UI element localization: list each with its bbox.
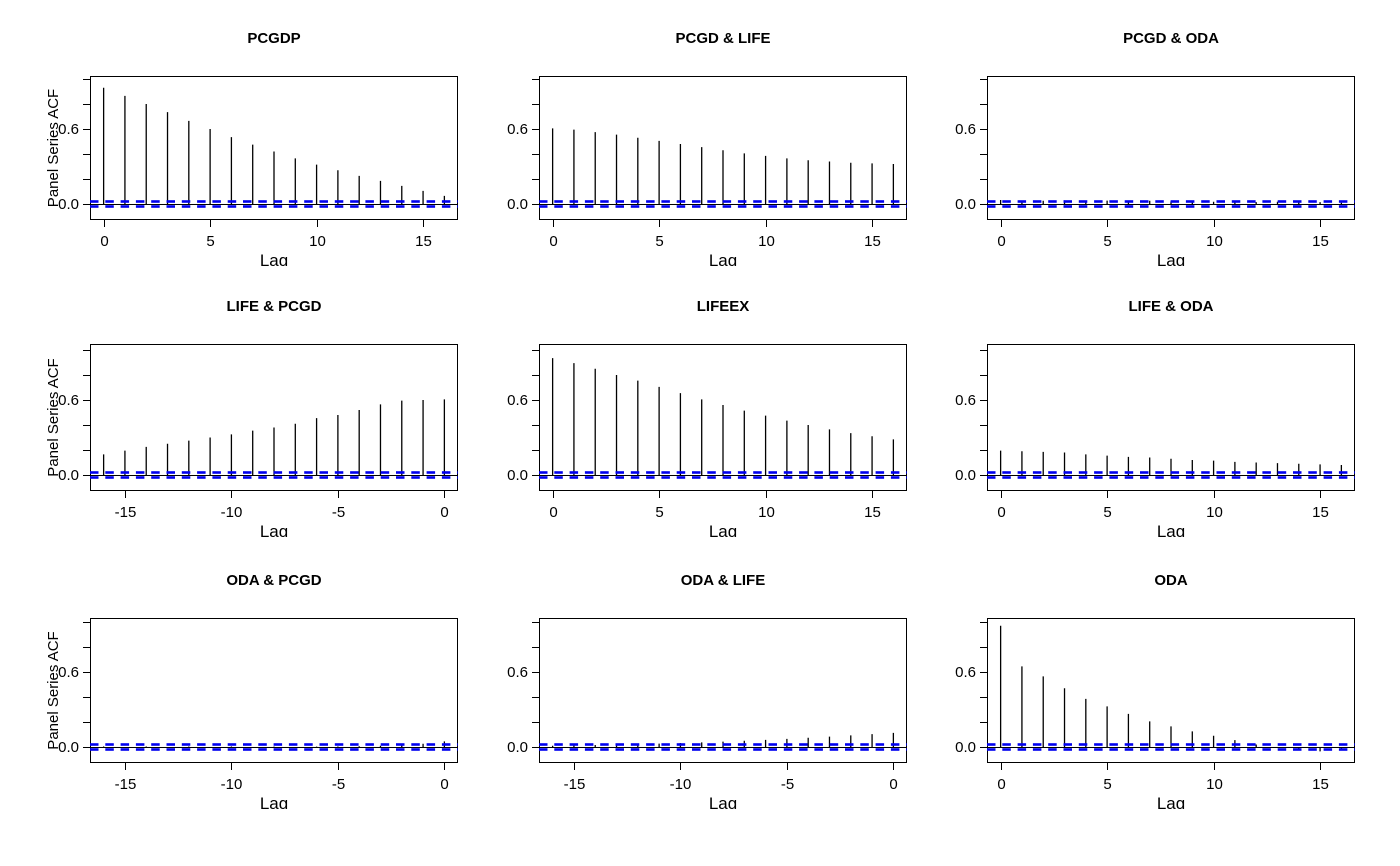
- svg-text:0: 0: [549, 504, 557, 521]
- svg-text:0.0: 0.0: [507, 467, 528, 484]
- svg-text:-15: -15: [115, 776, 137, 793]
- svg-text:Panel Series ACF: Panel Series ACF: [45, 631, 62, 749]
- svg-text:10: 10: [1206, 504, 1223, 521]
- svg-text:Lag: Lag: [260, 251, 288, 266]
- svg-text:0.6: 0.6: [955, 664, 976, 681]
- svg-text:0.0: 0.0: [507, 739, 528, 756]
- svg-text:-15: -15: [115, 504, 137, 521]
- svg-text:-10: -10: [670, 776, 692, 793]
- svg-text:5: 5: [1103, 233, 1111, 250]
- svg-text:Lag: Lag: [260, 794, 288, 809]
- svg-text:0.6: 0.6: [507, 392, 528, 409]
- svg-text:0.6: 0.6: [955, 121, 976, 138]
- svg-text:15: 15: [864, 233, 881, 250]
- svg-text:10: 10: [1206, 776, 1223, 793]
- svg-text:15: 15: [1312, 233, 1329, 250]
- svg-text:10: 10: [758, 233, 775, 250]
- svg-text:5: 5: [655, 233, 663, 250]
- svg-text:Lag: Lag: [709, 522, 737, 537]
- svg-text:Lag: Lag: [709, 251, 737, 266]
- svg-text:5: 5: [206, 233, 214, 250]
- svg-text:0.0: 0.0: [955, 196, 976, 213]
- svg-text:0.0: 0.0: [507, 196, 528, 213]
- svg-text:0: 0: [889, 776, 897, 793]
- svg-text:Panel Series ACF: Panel Series ACF: [45, 358, 62, 476]
- svg-text:5: 5: [1103, 504, 1111, 521]
- svg-text:0: 0: [100, 233, 108, 250]
- svg-text:0.6: 0.6: [507, 664, 528, 681]
- svg-text:0: 0: [997, 776, 1005, 793]
- svg-text:0: 0: [440, 504, 448, 521]
- svg-text:-5: -5: [332, 776, 345, 793]
- svg-text:5: 5: [1103, 776, 1111, 793]
- svg-text:-15: -15: [564, 776, 586, 793]
- svg-text:-5: -5: [332, 504, 345, 521]
- svg-text:-5: -5: [781, 776, 794, 793]
- svg-text:-10: -10: [221, 776, 243, 793]
- svg-text:0: 0: [440, 776, 448, 793]
- svg-text:10: 10: [309, 233, 326, 250]
- svg-text:0.6: 0.6: [955, 392, 976, 409]
- svg-text:15: 15: [1312, 504, 1329, 521]
- svg-text:15: 15: [415, 233, 432, 250]
- svg-text:15: 15: [1312, 776, 1329, 793]
- svg-text:5: 5: [655, 504, 663, 521]
- svg-text:Panel Series ACF: Panel Series ACF: [45, 89, 62, 207]
- svg-text:0.0: 0.0: [955, 467, 976, 484]
- svg-text:0: 0: [549, 233, 557, 250]
- svg-text:15: 15: [864, 504, 881, 521]
- svg-text:0: 0: [997, 504, 1005, 521]
- svg-text:Lag: Lag: [260, 522, 288, 537]
- svg-text:10: 10: [1206, 233, 1223, 250]
- svg-text:Lag: Lag: [1157, 794, 1185, 809]
- svg-text:Lag: Lag: [1157, 522, 1185, 537]
- svg-text:0: 0: [997, 233, 1005, 250]
- svg-text:Lag: Lag: [709, 794, 737, 809]
- svg-text:0.0: 0.0: [955, 739, 976, 756]
- svg-text:-10: -10: [221, 504, 243, 521]
- svg-text:0.6: 0.6: [507, 121, 528, 138]
- svg-text:Lag: Lag: [1157, 251, 1185, 266]
- svg-text:10: 10: [758, 504, 775, 521]
